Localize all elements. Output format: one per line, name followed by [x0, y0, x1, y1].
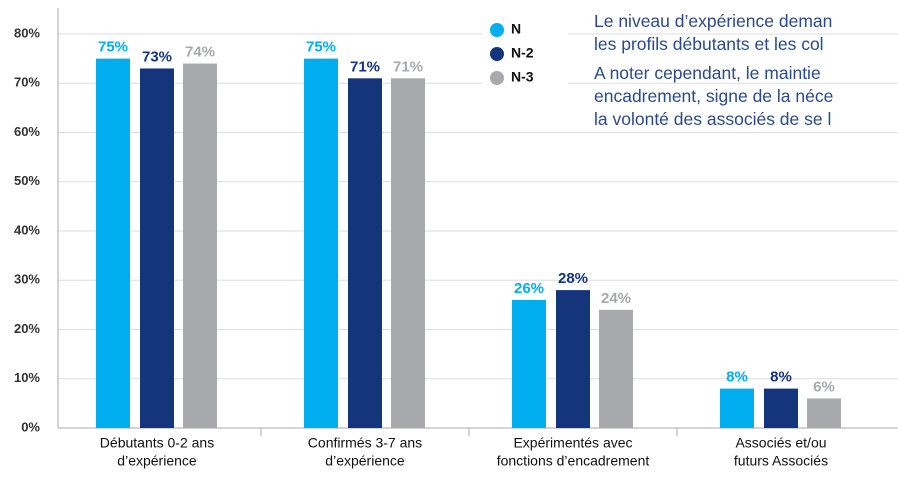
legend-label: N: [511, 21, 521, 37]
x-tick-label: Confirmés 3-7 ans: [308, 435, 422, 451]
bar: [764, 388, 798, 428]
bar: [140, 68, 174, 428]
value-label: 71%: [350, 58, 380, 75]
bar: [556, 290, 590, 428]
paragraph: Le niveau d’expérience deman les profils …: [594, 10, 898, 56]
x-tick-label: fonctions d’encadrement: [497, 453, 650, 469]
legend-swatch: [490, 23, 504, 37]
x-tick-label: Associés et/ou: [735, 435, 826, 451]
x-tick-label: Débutants 0-2 ans: [100, 435, 214, 451]
x-tick-label: d’expérience: [325, 453, 405, 469]
value-label: 6%: [813, 378, 835, 395]
y-tick-label: 60%: [14, 124, 40, 139]
paragraph: A noter cependant, le maintie encadrement…: [594, 62, 898, 131]
text-line: les profils débutants et les col: [594, 34, 824, 54]
value-label: 75%: [306, 39, 336, 56]
value-label: 8%: [726, 369, 748, 386]
bar: [96, 58, 130, 428]
y-tick-label: 20%: [14, 321, 40, 336]
legend-swatch: [490, 71, 504, 85]
x-tick-label: futurs Associés: [734, 453, 828, 469]
y-tick-label: 10%: [14, 370, 40, 385]
bar: [512, 299, 546, 428]
bar: [183, 63, 217, 429]
bar: [348, 78, 382, 428]
y-tick-label: 50%: [14, 173, 40, 188]
value-label: 74%: [185, 44, 215, 61]
bar: [304, 58, 338, 428]
text-line: Le niveau d’expérience deman: [594, 11, 833, 31]
bar: [391, 78, 425, 428]
bar: [720, 388, 754, 428]
value-label: 71%: [393, 58, 423, 75]
text-line: la volonté des associés de se l: [594, 109, 832, 129]
side-text: Le niveau d’expérience deman les profils …: [594, 10, 898, 137]
text-line: A noter cependant, le maintie: [594, 63, 821, 83]
value-label: 73%: [142, 48, 172, 65]
value-label: 24%: [601, 290, 631, 307]
y-tick-label: 80%: [14, 25, 40, 40]
legend-label: N-3: [511, 69, 534, 85]
value-label: 75%: [98, 39, 128, 56]
y-tick-label: 30%: [14, 272, 40, 287]
legend-swatch: [490, 47, 504, 61]
value-label: 26%: [514, 280, 544, 297]
bar: [599, 309, 633, 428]
y-tick-label: 40%: [14, 222, 40, 237]
value-label: 28%: [558, 270, 588, 287]
legend-label: N-2: [511, 45, 534, 61]
x-tick-label: Expérimentés avec: [513, 435, 632, 451]
bar: [807, 398, 841, 428]
text-line: encadrement, signe de la néce: [594, 86, 834, 106]
value-label: 8%: [770, 369, 792, 386]
x-tick-label: d’expérience: [117, 453, 197, 469]
y-tick-label: 70%: [14, 75, 40, 90]
y-tick-label: 0%: [21, 419, 40, 434]
